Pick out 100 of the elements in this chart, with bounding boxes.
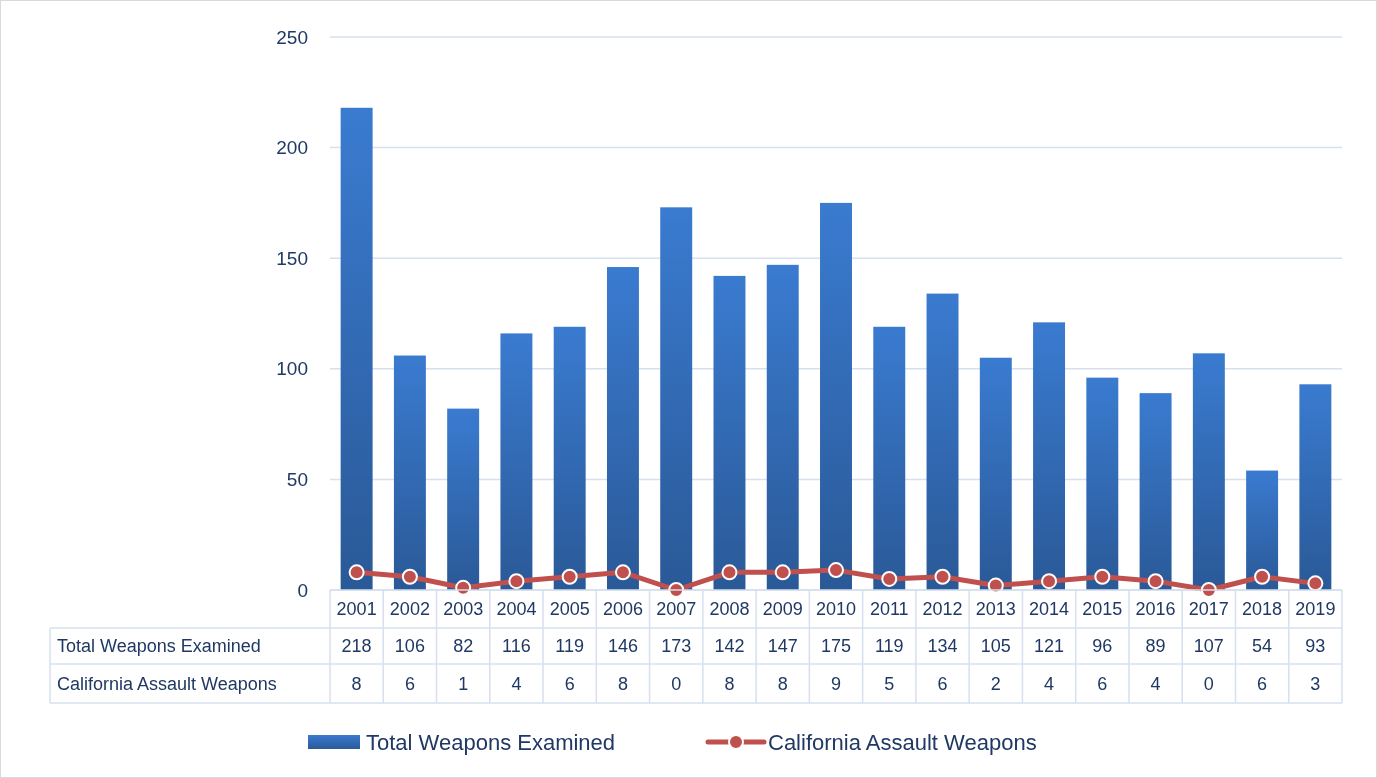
bar (873, 326, 906, 590)
data-label: 8 (777, 673, 788, 694)
data-label: 218 (341, 636, 372, 657)
bar (447, 408, 480, 590)
bar (340, 107, 373, 590)
data-label: 142 (714, 636, 745, 657)
data-label: 0 (671, 673, 682, 694)
data-label: 54 (1252, 636, 1273, 657)
x-tick-label: 2002 (389, 599, 430, 620)
data-label: 8 (724, 673, 735, 694)
data-label: 6 (404, 673, 415, 694)
x-tick-label: 2009 (762, 599, 803, 620)
x-tick-label: 2016 (1135, 599, 1176, 620)
x-tick-label: 2018 (1242, 599, 1283, 620)
x-tick-label: 2003 (443, 599, 484, 620)
y-tick-label: 100 (276, 358, 308, 380)
bar (1246, 470, 1279, 590)
bar (926, 293, 959, 590)
point (348, 564, 365, 581)
text: California Assault Weapons (57, 673, 277, 694)
bar (713, 275, 746, 590)
data-label: 6 (1257, 673, 1268, 694)
data-label: 173 (661, 636, 692, 657)
point (561, 568, 578, 585)
point (1254, 568, 1271, 585)
data-label: 4 (1044, 673, 1055, 694)
x-tick-label: 2019 (1295, 599, 1336, 620)
point (881, 570, 898, 587)
x-tick-label: 2001 (336, 599, 377, 620)
x-tick-label: 2017 (1188, 599, 1229, 620)
data-label: 119 (874, 636, 904, 657)
data-label: 107 (1193, 636, 1224, 657)
data-label: 175 (820, 636, 852, 657)
data-label: 4 (511, 673, 522, 694)
bar (393, 355, 426, 590)
data-label: 6 (1097, 673, 1108, 694)
point (1147, 573, 1164, 590)
x-tick-label: 2015 (1082, 599, 1123, 620)
bar (1086, 377, 1119, 590)
y-tick-label: 200 (276, 137, 308, 159)
x-tick-label: 2010 (815, 599, 857, 620)
bar (1139, 393, 1172, 590)
point (401, 568, 418, 585)
data-label: 4 (1150, 673, 1161, 694)
point (774, 564, 791, 581)
bar (1033, 322, 1066, 590)
data-label: 89 (1145, 636, 1166, 657)
data-label: 121 (1034, 636, 1065, 657)
data-label: 3 (1310, 673, 1321, 694)
data-label: 147 (767, 636, 798, 657)
x-tick-label: 2011 (869, 599, 909, 620)
data-label: 9 (830, 673, 842, 694)
bar (766, 264, 799, 590)
data-label: 5 (884, 673, 895, 694)
point (1307, 575, 1324, 592)
x-tick-label: 2006 (602, 599, 643, 620)
point (828, 562, 844, 579)
x-tick-label: 2012 (922, 599, 963, 620)
text: Total Weapons Examined (57, 636, 261, 657)
point (614, 564, 631, 581)
data-label: 2 (990, 673, 1001, 694)
data-label: 134 (927, 636, 958, 657)
data-label: 1 (458, 673, 469, 694)
data-label: 96 (1092, 636, 1113, 657)
bar (553, 326, 586, 590)
point (508, 573, 525, 590)
y-tick-label: 250 (276, 26, 308, 48)
legend-label: Total Weapons Examined (366, 729, 616, 755)
x-tick-label: 2005 (549, 599, 590, 620)
point (1041, 573, 1058, 590)
x-tick-label: 2013 (975, 599, 1016, 620)
data-label: 116 (502, 636, 531, 657)
point (934, 568, 951, 585)
bar (979, 357, 1012, 590)
bar (500, 333, 533, 590)
data-label: 93 (1305, 636, 1326, 657)
data-label: 6 (937, 673, 948, 694)
data-label: 8 (351, 673, 362, 694)
x-tick-label: 2004 (496, 599, 537, 620)
data-label: 105 (980, 636, 1011, 657)
data-label: 119 (555, 636, 585, 657)
bar (606, 267, 639, 590)
y-tick-label: 0 (297, 579, 308, 601)
y-tick-label: 150 (276, 247, 308, 269)
data-label: 8 (617, 673, 628, 694)
data-label: 82 (453, 636, 474, 657)
y-tick-label: 50 (286, 469, 308, 491)
point (721, 564, 738, 581)
data-label: 0 (1203, 673, 1214, 694)
x-tick-label: 2008 (709, 599, 750, 620)
point (1094, 568, 1111, 585)
bar (660, 207, 693, 590)
data-label: 6 (564, 673, 575, 694)
x-tick-label: 2014 (1029, 599, 1070, 620)
legend-label: California Assault Weapons (768, 729, 1037, 755)
data-label: 106 (394, 636, 425, 657)
data-label: 146 (607, 636, 638, 657)
bar (820, 202, 852, 590)
bar (1299, 384, 1332, 590)
x-tick-label: 2007 (656, 599, 697, 620)
